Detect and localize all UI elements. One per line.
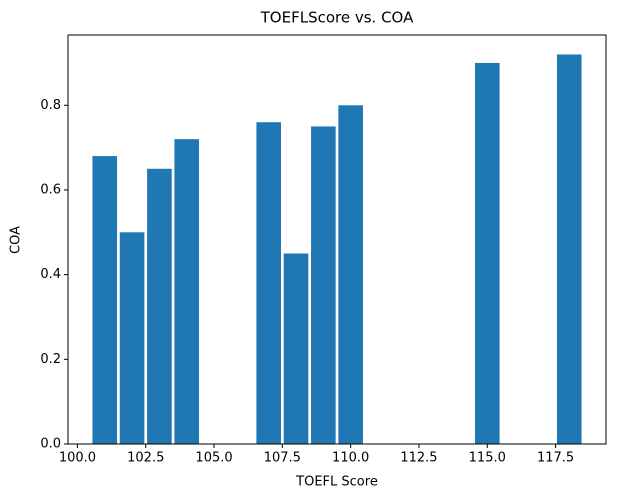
- y-tick-label: 0.2: [40, 352, 61, 367]
- x-tick-label: 115.0: [469, 451, 506, 466]
- plot-frame: [67, 34, 607, 445]
- y-tick-label: 0.4: [40, 267, 61, 282]
- x-axis-label: TOEFL Score: [295, 475, 378, 490]
- bar: [283, 253, 309, 444]
- y-tick-label: 0.8: [40, 98, 61, 113]
- x-tick-label: 112.5: [400, 451, 437, 466]
- bar: [311, 126, 336, 444]
- bar: [174, 139, 200, 444]
- bar: [92, 156, 118, 444]
- x-tick-label: 100.0: [59, 451, 96, 466]
- bar: [256, 122, 281, 445]
- bar: [338, 105, 363, 445]
- x-tick-label: 107.5: [264, 451, 301, 466]
- x-tick-label: 102.5: [127, 451, 164, 466]
- x-tick-label: 117.5: [537, 451, 574, 466]
- x-tick-label: 105.0: [195, 451, 232, 466]
- chart-title: TOEFLScore vs. COA: [260, 9, 414, 27]
- bar: [556, 54, 582, 444]
- bar: [119, 232, 145, 444]
- y-axis-label: COA: [9, 226, 24, 254]
- bar: [474, 62, 500, 445]
- x-tick-label: 110.0: [332, 451, 369, 466]
- y-tick-label: 0.6: [40, 182, 61, 197]
- bar: [147, 168, 172, 444]
- y-tick-label: 0.0: [40, 437, 61, 452]
